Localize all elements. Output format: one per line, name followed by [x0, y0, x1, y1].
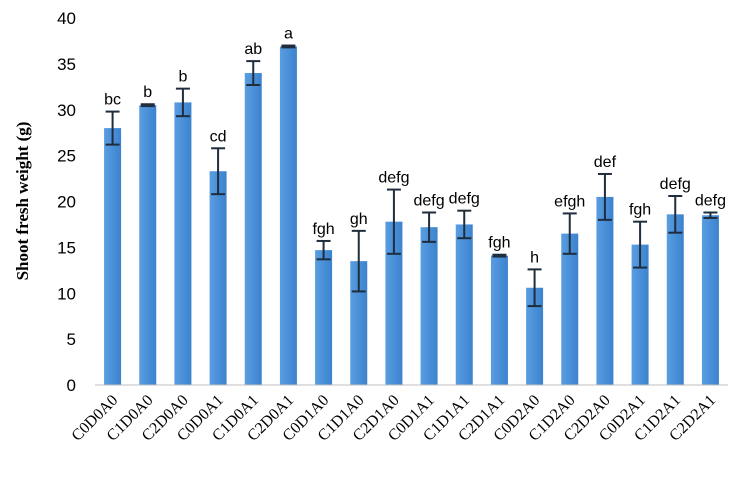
bar	[139, 105, 156, 385]
data-label: defg	[660, 176, 691, 193]
bar	[667, 214, 684, 385]
bars	[104, 46, 719, 385]
bar	[702, 215, 719, 385]
bar	[561, 234, 578, 385]
bar	[491, 256, 508, 385]
data-label: defg	[695, 193, 726, 210]
bar	[596, 197, 613, 385]
data-label: bc	[104, 92, 121, 109]
y-tick-label: 5	[67, 330, 76, 349]
bar	[245, 73, 262, 385]
y-axis-label: Shoot fresh weight (g)	[13, 122, 32, 281]
data-label: def	[594, 154, 617, 171]
data-label: efgh	[554, 193, 585, 210]
data-label: b	[178, 69, 187, 86]
y-tick-label: 15	[57, 238, 76, 257]
x-axis-ticks: C0D0A0C1D0A0C2D0A0C0D0A1C1D0A1C2D0A1C0D1…	[69, 392, 720, 445]
y-axis-ticks: 0 5 10 15 20 25 30 35 40	[57, 9, 76, 395]
data-label: fgh	[488, 235, 510, 252]
error-bars	[106, 46, 718, 307]
data-label: defg	[378, 170, 409, 187]
error-bar	[492, 255, 506, 257]
bar	[174, 102, 191, 385]
y-tick-label: 35	[57, 55, 76, 74]
bar	[421, 227, 438, 385]
bar	[315, 250, 332, 385]
y-tick-label: 0	[67, 376, 76, 395]
data-label: fgh	[629, 202, 651, 219]
y-tick-label: 25	[57, 147, 76, 166]
data-label: defg	[414, 193, 445, 210]
y-tick-label: 40	[57, 9, 76, 28]
error-bar	[281, 46, 295, 48]
bar	[104, 128, 121, 385]
data-label: a	[284, 26, 293, 43]
data-label: gh	[350, 211, 368, 228]
data-label: defg	[449, 191, 480, 208]
data-label: b	[143, 84, 152, 101]
data-label: fgh	[312, 221, 334, 238]
error-bar	[141, 104, 155, 106]
bar	[280, 46, 297, 385]
bar	[210, 171, 227, 385]
y-tick-label: 20	[57, 193, 76, 212]
y-tick-label: 30	[57, 101, 76, 120]
data-label: ab	[244, 41, 262, 58]
data-label: h	[530, 249, 539, 266]
y-tick-label: 10	[57, 284, 76, 303]
bar	[456, 224, 473, 385]
data-label: cd	[210, 128, 227, 145]
